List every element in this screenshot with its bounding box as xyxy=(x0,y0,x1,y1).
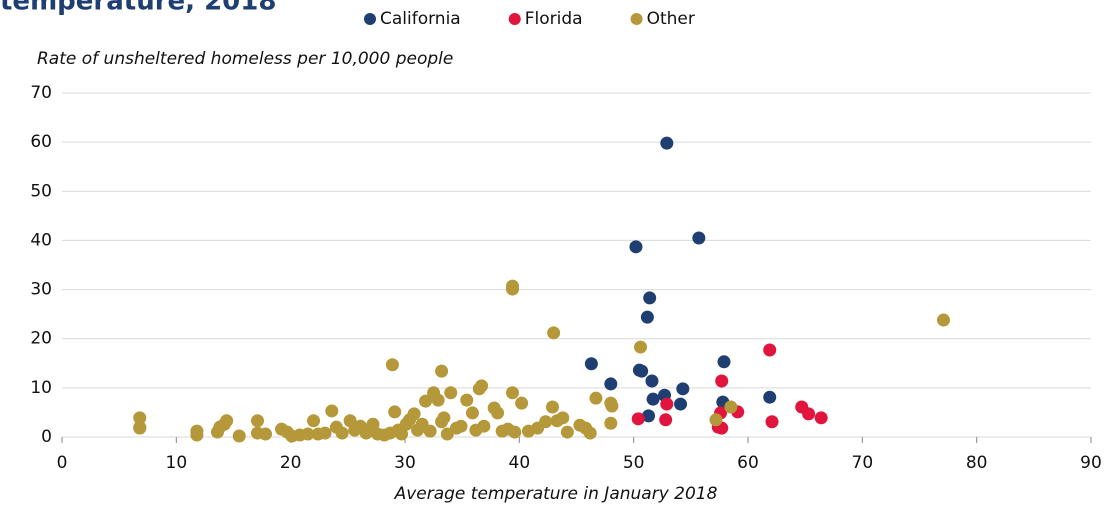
x-tick-label: 0 xyxy=(57,453,68,473)
point xyxy=(508,425,522,439)
point xyxy=(589,391,603,405)
point xyxy=(515,396,529,410)
point xyxy=(715,374,729,388)
x-tick-label: 20 xyxy=(280,453,302,473)
point xyxy=(307,414,321,428)
point xyxy=(631,412,645,426)
point xyxy=(477,419,491,433)
y-tick-label: 30 xyxy=(30,280,52,300)
legend-marker xyxy=(630,13,643,25)
point xyxy=(583,426,597,440)
y-tick-label: 50 xyxy=(30,181,52,201)
y-tick-label: 40 xyxy=(30,230,52,250)
point xyxy=(359,426,373,440)
point xyxy=(547,326,561,340)
point xyxy=(491,406,505,420)
chart-title: temperature, 2018 xyxy=(0,0,276,17)
x-tick-label: 80 xyxy=(966,453,988,473)
y-tick-label: 10 xyxy=(30,378,52,398)
point xyxy=(505,386,519,400)
point xyxy=(629,240,643,254)
point xyxy=(560,425,574,439)
point xyxy=(692,231,706,245)
point xyxy=(717,355,731,369)
point xyxy=(460,393,474,407)
point xyxy=(325,404,339,418)
point xyxy=(674,397,688,411)
point xyxy=(765,415,779,429)
point xyxy=(133,411,147,425)
point xyxy=(659,413,673,427)
point xyxy=(423,424,437,438)
point xyxy=(335,426,349,440)
point xyxy=(709,413,723,427)
legend-marker xyxy=(508,13,521,25)
point xyxy=(605,399,619,413)
point xyxy=(465,406,479,420)
point xyxy=(190,428,204,442)
point xyxy=(640,310,654,324)
point xyxy=(937,313,951,327)
legend-label: Florida xyxy=(525,9,583,29)
point xyxy=(505,282,519,296)
point xyxy=(645,374,659,388)
y-axis-label: Rate of unsheltered homeless per 10,000 … xyxy=(37,49,453,69)
point xyxy=(604,416,618,430)
y-tick-label: 20 xyxy=(30,329,52,349)
x-tick-label: 40 xyxy=(509,453,531,473)
point xyxy=(642,409,656,423)
point xyxy=(724,400,738,414)
point xyxy=(407,407,421,421)
x-tick-label: 90 xyxy=(1080,453,1102,473)
point xyxy=(251,414,265,428)
x-tick-label: 70 xyxy=(852,453,874,473)
point xyxy=(634,340,648,354)
point xyxy=(584,357,598,371)
point xyxy=(545,400,559,414)
y-tick-label: 0 xyxy=(41,427,52,447)
point xyxy=(133,420,147,434)
point xyxy=(232,429,246,443)
point xyxy=(437,411,451,425)
legend-marker xyxy=(364,13,376,25)
point xyxy=(419,394,433,408)
point xyxy=(604,377,618,391)
point xyxy=(635,364,649,378)
x-axis-label: Average temperature in January 2018 xyxy=(394,484,718,504)
x-tick-label: 50 xyxy=(623,453,645,473)
point xyxy=(763,343,777,357)
point xyxy=(763,390,777,404)
point xyxy=(388,405,402,419)
point xyxy=(676,382,690,396)
point xyxy=(395,427,409,441)
point xyxy=(444,386,458,400)
point xyxy=(435,364,449,378)
point xyxy=(802,407,816,421)
legend-label: Other xyxy=(647,9,695,29)
point xyxy=(318,426,332,440)
y-tick-label: 60 xyxy=(30,132,52,152)
point xyxy=(431,393,445,407)
y-tick-label: 70 xyxy=(30,83,52,103)
point xyxy=(301,427,315,441)
point xyxy=(454,419,468,433)
point xyxy=(385,358,399,372)
point xyxy=(814,411,828,425)
point xyxy=(475,379,489,393)
point xyxy=(366,417,380,431)
point xyxy=(259,427,273,441)
x-tick-label: 30 xyxy=(394,453,416,473)
x-tick-label: 10 xyxy=(166,453,188,473)
point xyxy=(539,415,553,429)
point xyxy=(556,411,570,425)
x-tick-label: 60 xyxy=(737,453,759,473)
point xyxy=(220,414,234,428)
point xyxy=(660,397,674,411)
point xyxy=(646,392,660,406)
point xyxy=(660,136,674,150)
point xyxy=(643,291,657,305)
legend-label: California xyxy=(380,9,461,29)
